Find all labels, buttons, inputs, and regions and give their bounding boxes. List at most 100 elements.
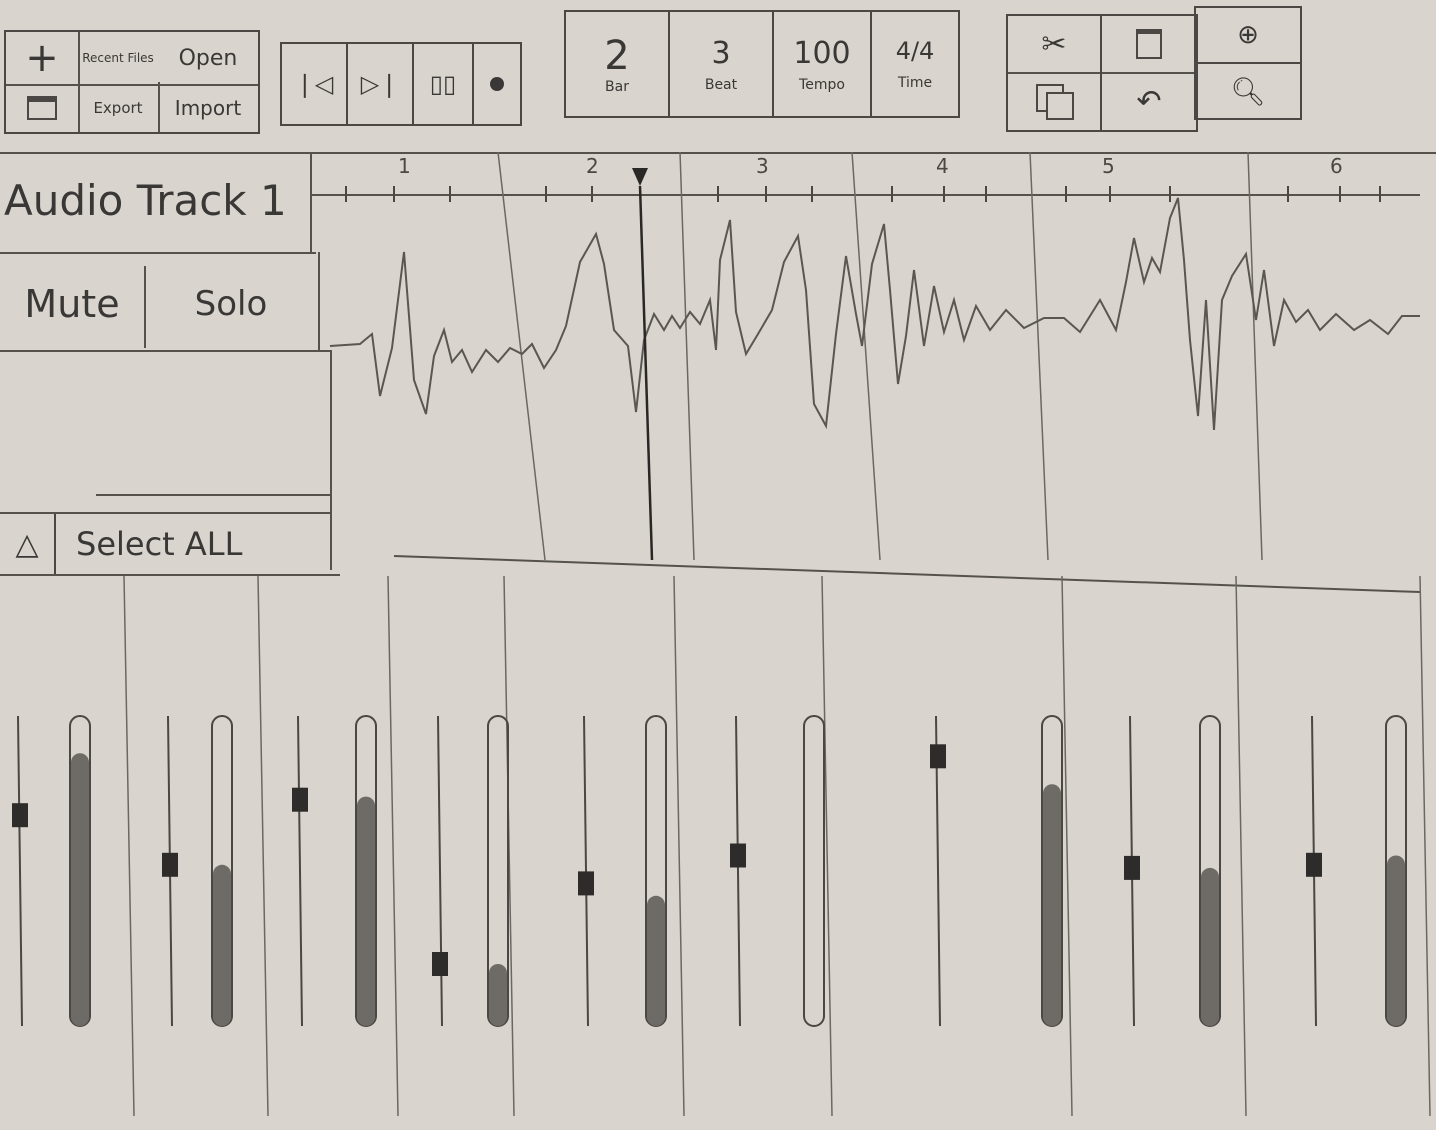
pause-button[interactable]: ▯▯: [414, 44, 474, 124]
divider: [0, 512, 330, 514]
zoom-out-button[interactable]: 🔍︎: [1196, 64, 1300, 118]
mute-button[interactable]: Mute: [0, 262, 144, 346]
select-all-button[interactable]: Select ALL: [60, 514, 320, 574]
volume-fader-track[interactable]: [735, 715, 741, 1027]
volume-fader-handle[interactable]: [1306, 852, 1322, 877]
bar-number: 3: [756, 154, 769, 178]
triangle-up-icon: △: [15, 526, 39, 562]
open-button[interactable]: Open: [158, 32, 258, 84]
volume-fader-handle[interactable]: [432, 952, 448, 976]
level-meter-fill: [1387, 855, 1405, 1026]
bar-number: 6: [1330, 154, 1343, 178]
volume-fader-handle[interactable]: [730, 843, 746, 868]
divider: [0, 350, 330, 352]
volume-fader-track[interactable]: [297, 715, 303, 1027]
volume-fader-handle[interactable]: [930, 744, 946, 769]
tempo-label: Tempo: [799, 76, 845, 93]
channel-divider: [1419, 576, 1431, 1117]
mixer-channel: [1124, 715, 1221, 1027]
mixer-channel: [292, 715, 377, 1027]
beat-value: 3: [711, 35, 731, 71]
play-pause-button[interactable]: ▷❘: [348, 44, 414, 124]
channel-divider: [821, 576, 833, 1117]
mixer-channel: [578, 715, 667, 1027]
time-signature-display[interactable]: 4/4 Time: [872, 12, 958, 116]
channel-divider: [1235, 576, 1247, 1117]
copy-button[interactable]: [1008, 72, 1102, 130]
audio-waveform: [329, 197, 1420, 431]
level-meter-fill: [1043, 784, 1061, 1026]
solo-button[interactable]: Solo: [146, 262, 316, 346]
clipboard-icon: [1136, 29, 1162, 59]
channel-divider: [257, 576, 269, 1117]
divider: [0, 574, 340, 576]
new-project-button[interactable]: +: [6, 32, 78, 84]
time-signature-label: Time: [897, 75, 933, 91]
tempo-value: 100: [793, 35, 851, 71]
channel-divider: [1061, 576, 1073, 1117]
tempo-display[interactable]: 100 Tempo: [774, 12, 872, 116]
undo-icon: ↶: [1136, 83, 1162, 119]
divider: [330, 350, 332, 570]
export-label: Export: [93, 99, 143, 117]
import-label: Import: [174, 96, 242, 120]
divider: [78, 32, 80, 132]
track-name[interactable]: Audio Track 1: [4, 176, 287, 225]
divider: [6, 84, 258, 86]
mixer-channel: [730, 715, 825, 1027]
beat-label: Beat: [704, 76, 738, 93]
file-menu-group: + Recent Files Open Export Import: [4, 30, 260, 134]
level-meter-fill: [357, 796, 375, 1026]
cut-button[interactable]: ✂: [1008, 16, 1102, 72]
collapse-button[interactable]: △: [0, 514, 56, 574]
playhead: [632, 168, 648, 186]
divider: [0, 252, 316, 254]
bar-number: 2: [586, 154, 599, 178]
save-button[interactable]: [6, 84, 78, 132]
paste-button[interactable]: [1102, 16, 1196, 72]
timeline-ruler[interactable]: 1 2 3 4 5 6: [310, 152, 1426, 202]
edit-tools-group: ✂ ↶: [1006, 14, 1198, 132]
volume-fader-handle[interactable]: [1124, 855, 1140, 880]
recent-files-button[interactable]: Recent Files: [78, 32, 158, 84]
volume-fader-handle[interactable]: [292, 787, 308, 812]
pause-icon: ▯▯: [429, 70, 457, 98]
plus-icon: +: [25, 35, 59, 81]
mixer-channel: [930, 715, 1063, 1027]
zoom-in-button[interactable]: ⊕: [1196, 8, 1300, 64]
export-button[interactable]: Export: [78, 84, 158, 132]
level-meter-fill: [1201, 867, 1219, 1026]
volume-fader-track[interactable]: [583, 715, 589, 1027]
bar-label: Bar: [605, 79, 629, 95]
record-button[interactable]: [474, 44, 520, 124]
level-meter-fill: [489, 964, 507, 1026]
bar-number: 4: [936, 154, 949, 178]
bar-display[interactable]: 2 Bar: [566, 12, 670, 116]
divider: [310, 152, 312, 252]
volume-fader-track[interactable]: [437, 715, 443, 1027]
bar-number: 5: [1102, 154, 1115, 178]
level-meter: [803, 715, 825, 1027]
record-icon: [490, 77, 504, 91]
volume-fader-track[interactable]: [17, 715, 23, 1027]
volume-fader-handle[interactable]: [12, 803, 28, 828]
solo-label: Solo: [194, 284, 268, 324]
mixer-channel: [432, 715, 509, 1027]
channel-divider: [673, 576, 685, 1117]
beat-display[interactable]: 3 Beat: [670, 12, 774, 116]
undo-button[interactable]: ↶: [1102, 72, 1196, 130]
time-signature-value: 4/4: [895, 37, 935, 65]
mixer-channel: [1306, 715, 1407, 1027]
level-meter-fill: [647, 895, 665, 1026]
mixer-channel: [162, 715, 233, 1027]
position-display: 2 Bar 3 Beat 100 Tempo 4/4 Time: [564, 10, 960, 118]
zoom-group: ⊕ 🔍︎: [1194, 6, 1302, 120]
mixer-panel: [0, 576, 1436, 1130]
skip-back-icon: ❘◁: [294, 70, 334, 98]
zoom-out-icon: 🔍︎: [1230, 74, 1266, 108]
import-button[interactable]: Import: [158, 84, 258, 132]
bar-number: 1: [398, 154, 411, 178]
volume-fader-handle[interactable]: [162, 852, 178, 877]
rewind-button[interactable]: ❘◁: [282, 44, 348, 124]
volume-fader-handle[interactable]: [578, 871, 594, 896]
